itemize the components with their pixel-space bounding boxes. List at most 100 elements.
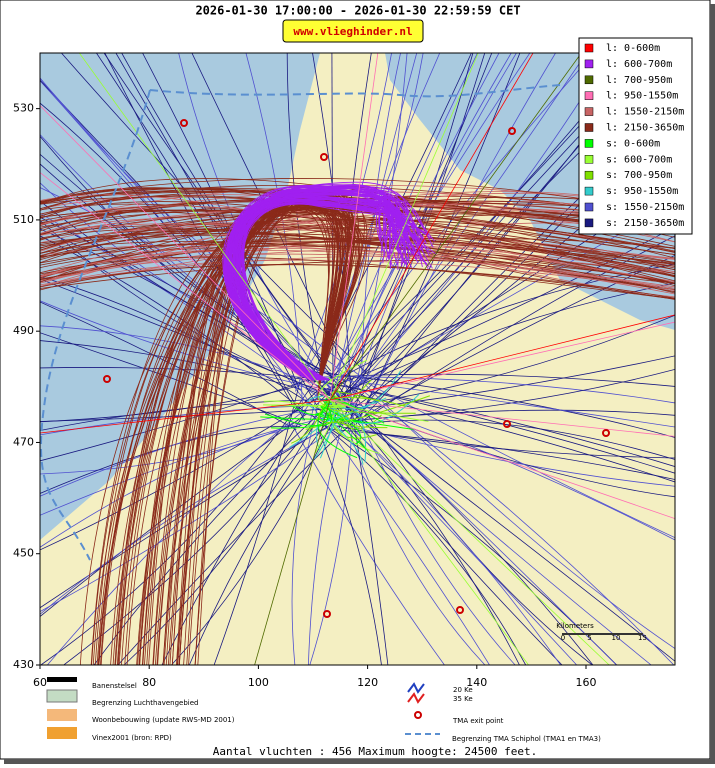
key-text: 20 Ke <box>453 686 473 694</box>
axes: 60 80 100 120 140 160 430 450 470 490 510 530 <box>13 102 597 689</box>
y-tick-label: 470 <box>13 435 34 448</box>
track <box>78 53 331 401</box>
track <box>40 172 331 401</box>
legend-swatch <box>584 170 594 180</box>
legend-label: s: 600-700m <box>606 154 672 165</box>
track <box>329 399 675 520</box>
x-tick-label: 160 <box>576 676 597 689</box>
track <box>40 105 331 401</box>
legend: l: 0-600m l: 600-700m l: 700-950m l: 950-15… <box>578 37 693 235</box>
flight-tracks <box>40 53 675 665</box>
key-text: Begrenzing TMA Schiphol (TMA1 en TMA3) <box>452 735 601 743</box>
track <box>367 368 675 420</box>
key-airport <box>46 689 78 703</box>
x-tick-label: 80 <box>142 676 156 689</box>
track <box>40 367 322 380</box>
track <box>40 216 334 378</box>
track <box>40 278 341 401</box>
key-ke20 <box>407 682 425 694</box>
track <box>264 399 333 427</box>
track <box>329 399 610 665</box>
track <box>213 382 301 665</box>
legend-swatch <box>584 123 594 132</box>
track <box>347 355 675 411</box>
track <box>123 416 320 665</box>
tma-boundary <box>40 84 561 561</box>
legend-label: l: 1550-2150m <box>606 107 684 118</box>
track <box>222 193 428 381</box>
legend-swatch <box>584 202 594 212</box>
track <box>351 388 593 665</box>
track <box>314 400 336 454</box>
track <box>321 405 362 445</box>
track <box>271 405 346 409</box>
track <box>40 419 343 615</box>
track <box>40 187 343 373</box>
legend-label: l: 700-950m <box>606 75 672 86</box>
track <box>329 321 675 401</box>
x-tick-label: 120 <box>357 676 378 689</box>
track <box>40 332 302 426</box>
track <box>226 195 429 381</box>
key-text: TMA exit point <box>452 717 504 725</box>
site-badge <box>282 19 424 43</box>
map-border <box>39 52 676 666</box>
track <box>329 53 582 401</box>
key-housing <box>47 709 77 721</box>
legend-label: l: 0-600m <box>606 43 660 54</box>
legend-label: s: 2150-3650m <box>606 218 684 229</box>
track <box>329 399 675 437</box>
track <box>235 202 392 381</box>
legend-swatch <box>584 107 594 116</box>
track <box>263 400 329 411</box>
legend-label: l: 2150-3650m <box>606 123 684 134</box>
km-label: 15 <box>638 634 647 642</box>
key-exit <box>414 711 422 719</box>
track <box>97 200 331 665</box>
key-text: Begrenzing Luchthavengebied <box>92 699 199 707</box>
title: 2026-01-30 17:00:00 - 2026-01-30 22:59:5… <box>195 4 520 18</box>
track <box>318 376 675 428</box>
km-label: 0 <box>561 634 565 642</box>
track <box>93 395 340 665</box>
legend-label: s: 700-950m <box>606 170 672 181</box>
y-tick-label: 430 <box>13 658 34 671</box>
track <box>40 237 675 275</box>
track <box>367 419 675 460</box>
map <box>40 53 675 665</box>
track <box>40 425 301 494</box>
track <box>317 427 382 665</box>
y-tick-label: 530 <box>13 102 34 115</box>
y-tick-label: 510 <box>13 213 34 226</box>
km-label: 10 <box>612 634 621 642</box>
track <box>141 206 360 665</box>
track <box>271 405 329 429</box>
legend-label: l: 600-700m <box>606 59 672 70</box>
km-title: Kilometers <box>556 622 594 630</box>
track <box>235 185 400 381</box>
track <box>254 399 331 665</box>
track <box>239 199 401 381</box>
track <box>317 400 358 459</box>
track <box>364 384 675 649</box>
x-tick-label: 60 <box>33 676 47 689</box>
track <box>324 388 675 483</box>
track <box>317 382 594 665</box>
track <box>337 370 402 410</box>
track <box>355 53 521 425</box>
track <box>235 184 406 381</box>
shadow <box>4 759 715 764</box>
track <box>329 399 529 665</box>
legend-swatch <box>584 59 594 69</box>
track <box>40 406 362 422</box>
track <box>329 314 675 401</box>
y-tick-label: 490 <box>13 324 34 337</box>
key: Banenstelsel Begrenzing Luchthavengebied… <box>46 677 601 743</box>
track <box>331 391 381 402</box>
track <box>338 370 516 665</box>
key-vinex <box>47 727 77 739</box>
track <box>354 375 675 539</box>
exit-points <box>103 119 610 618</box>
track <box>137 207 341 665</box>
track <box>307 395 327 411</box>
